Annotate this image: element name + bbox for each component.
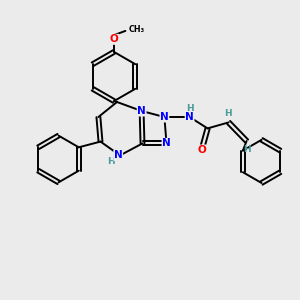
Text: O: O [110,34,118,44]
Text: O: O [197,145,206,155]
Text: H: H [243,145,251,154]
Text: H: H [107,158,115,166]
Text: H: H [186,104,194,113]
Text: N: N [114,150,123,161]
Text: N: N [185,112,194,122]
Text: CH₃: CH₃ [129,25,145,34]
Text: N: N [160,112,169,122]
Text: N: N [137,106,146,116]
Text: N: N [162,138,171,148]
Text: H: H [224,110,232,118]
